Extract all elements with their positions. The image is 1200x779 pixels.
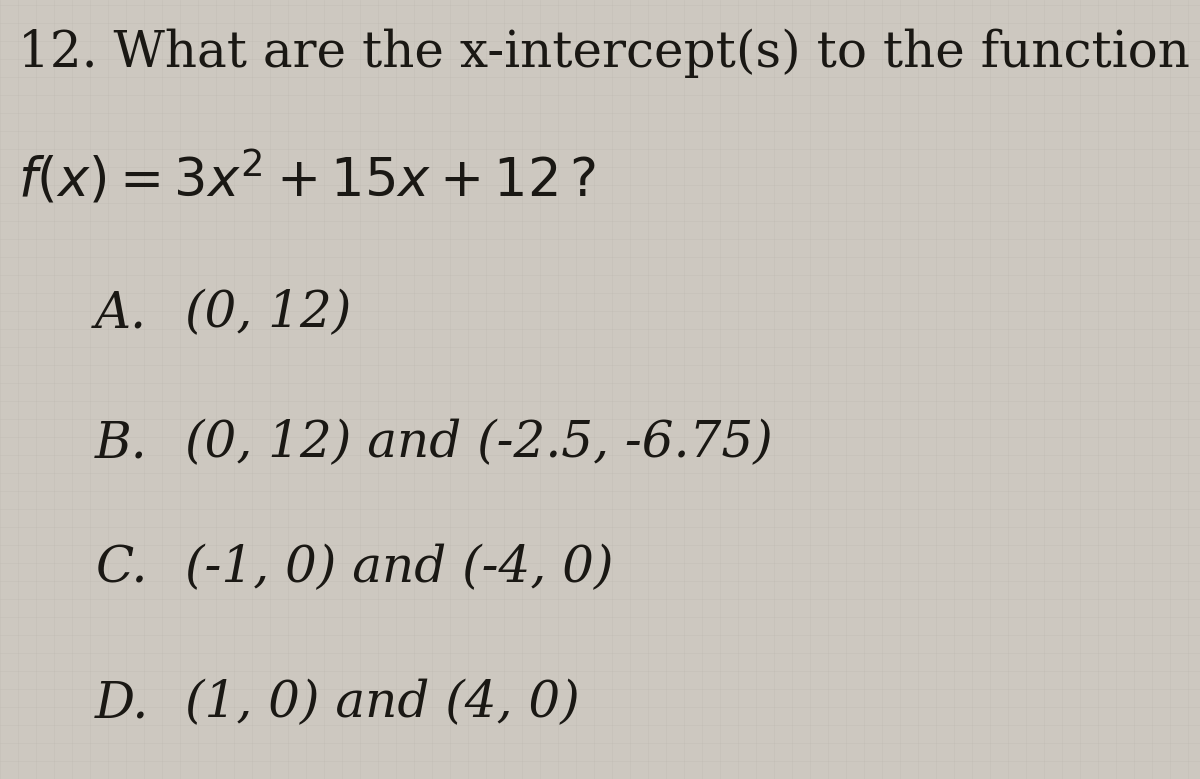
Text: 12. What are the x-intercept(s) to the function: 12. What are the x-intercept(s) to the f… [18,29,1190,79]
Text: D.: D. [95,679,149,728]
Text: C.: C. [95,544,148,594]
Text: $f(x) = 3x^{2} + 15x + 12\,?$: $f(x) = 3x^{2} + 15x + 12\,?$ [18,149,595,207]
Text: (0, 12): (0, 12) [185,289,352,338]
Text: A.: A. [95,289,148,338]
Text: B.: B. [95,419,148,468]
Text: (0, 12) and (-2.5, -6.75): (0, 12) and (-2.5, -6.75) [185,419,773,468]
Text: (-1, 0) and (-4, 0): (-1, 0) and (-4, 0) [185,544,613,594]
Text: (1, 0) and (4, 0): (1, 0) and (4, 0) [185,679,580,728]
